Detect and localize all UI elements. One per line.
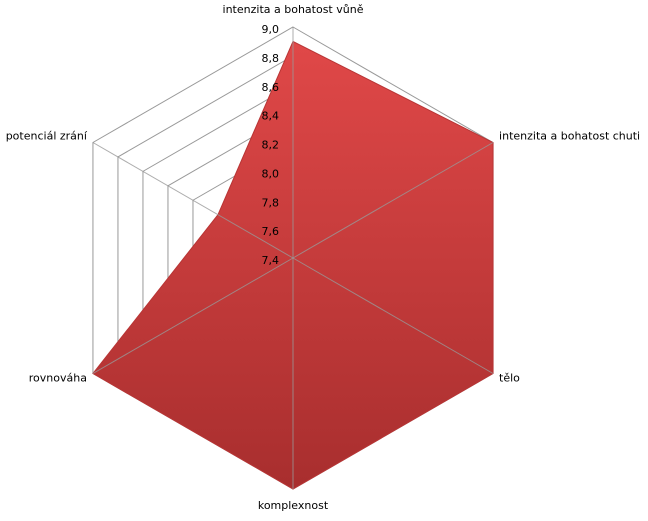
category-label: intenzita a bohatost chuti bbox=[499, 130, 640, 143]
r-tick-label: 7,4 bbox=[262, 254, 280, 267]
category-label: rovnováha bbox=[29, 372, 87, 385]
r-tick-label: 9,0 bbox=[262, 23, 280, 36]
category-label: komplexnost bbox=[258, 499, 329, 512]
r-tick-label: 8,8 bbox=[262, 52, 280, 65]
r-tick-label: 8,2 bbox=[262, 139, 280, 152]
category-label: tělo bbox=[499, 372, 520, 385]
r-tick-label: 7,8 bbox=[262, 196, 280, 209]
r-tick-label: 7,6 bbox=[262, 225, 280, 238]
category-label: intenzita a bohatost vůně bbox=[223, 3, 364, 16]
r-tick-label: 8,4 bbox=[262, 110, 280, 123]
spoke bbox=[92, 142, 294, 259]
spoke bbox=[92, 257, 294, 374]
spoke bbox=[292, 257, 494, 374]
category-label: potenciál zrání bbox=[6, 130, 88, 143]
r-tick-label: 8,0 bbox=[262, 167, 280, 180]
spoke bbox=[292, 142, 494, 259]
r-tick-label: 8,6 bbox=[262, 81, 280, 94]
